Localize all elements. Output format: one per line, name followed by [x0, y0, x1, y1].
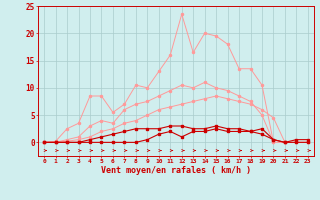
X-axis label: Vent moyen/en rafales ( km/h ): Vent moyen/en rafales ( km/h ) [101, 166, 251, 175]
